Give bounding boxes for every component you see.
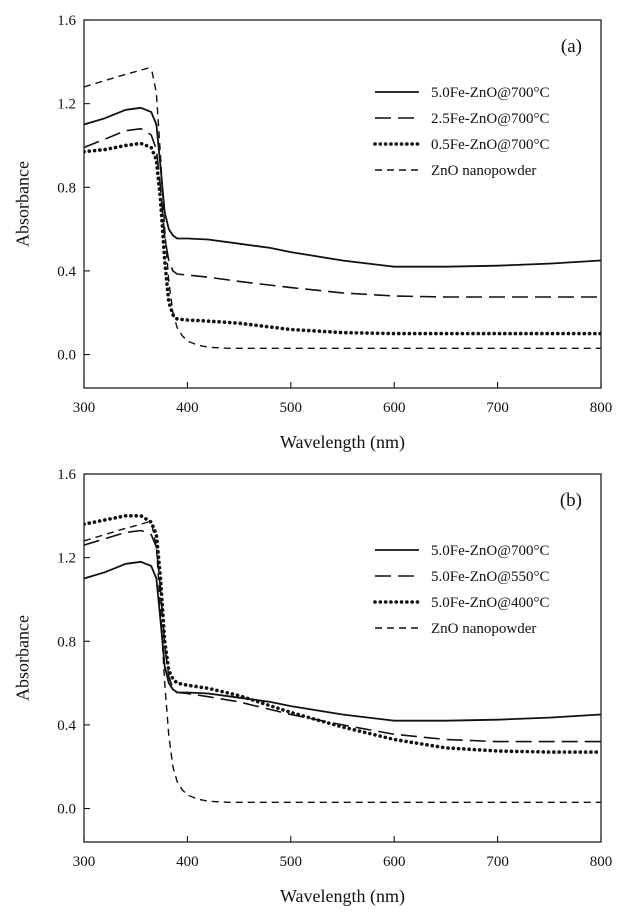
series-line-2 (84, 513, 601, 754)
x-tick-label: 500 (280, 854, 303, 870)
series-line-1 (84, 127, 601, 298)
y-axis-title: Absorbance (12, 615, 32, 701)
legend-label: 2.5Fe-ZnO@700°C (431, 111, 550, 127)
plot-frame (83, 19, 602, 389)
x-tick-label: 800 (590, 400, 613, 416)
x-axis-title: Wavelength (nm) (280, 886, 405, 907)
x-tick-label: 400 (176, 400, 199, 416)
y-tick-label: 0.8 (57, 634, 76, 650)
panel-label: (b) (560, 490, 582, 511)
y-axis-title: Absorbance (12, 161, 32, 247)
y-tick-label: 0.0 (57, 802, 76, 818)
x-tick-label: 800 (590, 854, 613, 870)
series-line-1 (84, 529, 601, 743)
x-tick-label: 300 (73, 854, 96, 870)
series-line-3 (84, 67, 601, 349)
x-axis-title: Wavelength (nm) (280, 432, 405, 453)
x-tick-label: 700 (486, 400, 509, 416)
y-tick-label: 1.6 (57, 13, 76, 29)
x-tick-label: 400 (176, 854, 199, 870)
chart-panel-b: 300 400 500 600 700 800 0.0 0.4 0.8 1.2 1.6 Wavelen… (12, 467, 612, 907)
series-line-0 (84, 106, 601, 268)
y-tick-label: 1.2 (57, 97, 76, 113)
legend-label: 5.0Fe-ZnO@400°C (431, 595, 550, 611)
plot-frame (83, 473, 602, 843)
legend-label: 5.0Fe-ZnO@550°C (431, 569, 550, 585)
y-tick-label: 0.8 (57, 180, 76, 196)
series-line-3 (84, 521, 601, 803)
x-tick-label: 700 (486, 854, 509, 870)
legend-label: 5.0Fe-ZnO@700°C (431, 543, 550, 559)
legend-label: 5.0Fe-ZnO@700°C (431, 85, 550, 101)
series-line-0 (84, 560, 601, 722)
legend-label: ZnO nanopowder (431, 163, 536, 179)
legend-label: ZnO nanopowder (431, 621, 536, 637)
y-tick-label: 0.0 (57, 348, 76, 364)
panel-label: (a) (561, 36, 582, 57)
y-tick-label: 0.4 (57, 264, 76, 280)
legend-label: 0.5Fe-ZnO@700°C (431, 137, 550, 153)
x-tick-label: 500 (280, 400, 303, 416)
y-tick-label: 1.6 (57, 467, 76, 483)
x-tick-label: 300 (73, 400, 96, 416)
y-tick-label: 1.2 (57, 551, 76, 567)
y-tick-label: 0.4 (57, 718, 76, 734)
chart-panel-a: 300 400 500 600 700 800 0.0 0.4 0.8 1.2 1.6 Wavelen… (12, 13, 612, 453)
x-tick-label: 600 (383, 854, 406, 870)
x-tick-label: 600 (383, 400, 406, 416)
